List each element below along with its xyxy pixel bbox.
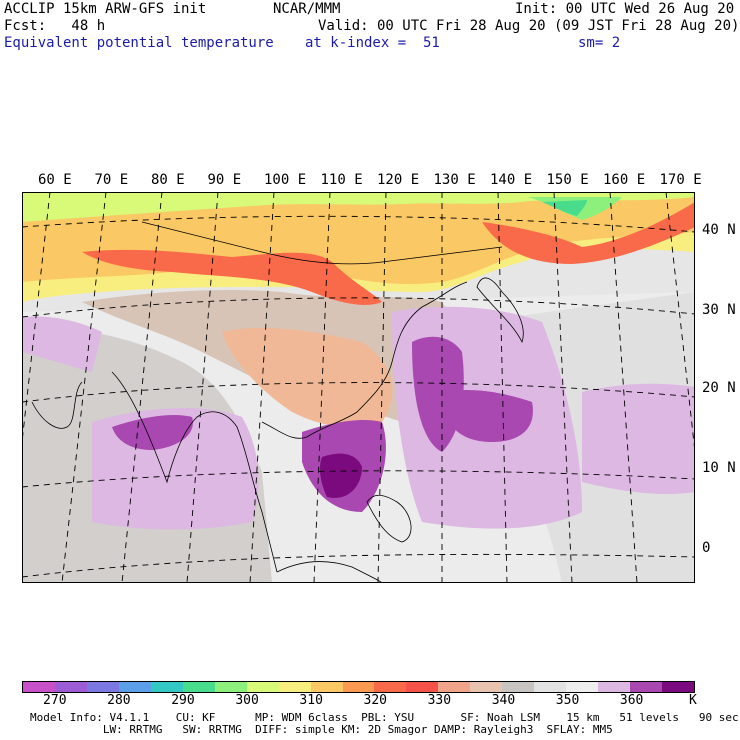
colorbar-swatch [662,682,695,692]
longitude-label: 130 E [433,172,476,188]
central-china-field [222,327,393,428]
colorbar-label: 340 [491,693,516,708]
longitude-label: 60 E [38,172,72,188]
colorbar-swatch [150,682,183,692]
colorbar-swatch [438,682,471,692]
colorbar-swatch [86,682,119,692]
india-coast [111,371,278,573]
colorbar-label: 310 [299,693,323,708]
latitude-label: 30 N [702,302,736,318]
colorbar-swatch [214,682,247,692]
longitude-label: 80 E [151,172,185,188]
header-org: NCAR/MMM [273,1,341,17]
china-coast [261,281,468,439]
colorbar-swatch [246,682,279,692]
lon-line-60e [22,192,51,443]
colorbar-swatch [23,682,55,692]
longitude-label: 120 E [377,172,420,188]
dark-purple-core [319,453,362,498]
longitude-label: 140 E [490,172,533,188]
header-init-time: Init: 00 UTC Wed 26 Aug 20 [515,1,735,17]
map-frame [22,192,695,583]
colorbar [22,681,695,693]
equivalent-potential-temperature-map [22,192,695,583]
longitude-label: 110 E [320,172,363,188]
colorbar-label: 290 [171,693,195,708]
coastlines [31,221,524,583]
latitude-label: 0 [702,540,711,556]
colorbar-swatch [502,682,535,692]
lat-line-40n [22,215,695,233]
colorbar-label: 270 [43,693,67,708]
red-band-mongolia [82,249,382,305]
colorbar-swatch [630,682,663,692]
model-info-line1: Model Info: V4.1.1 CU: KF MP: WDM 6class… [30,711,739,724]
colorbar-swatch [470,682,503,692]
teal-patch-north [542,200,587,216]
colorbar-label: K [689,693,697,708]
purple-field-bay-of-bengal [112,415,193,450]
colorbar-swatch [534,682,567,692]
model-info-line2: LW: RRTMG SW: RRTMG DIFF: simple KM: 2D … [30,723,613,736]
longitude-label: 100 E [264,172,307,188]
colorbar-swatch [310,682,343,692]
longitude-label: 90 E [207,172,242,188]
longitude-label: 160 E [603,172,646,188]
colorbar-swatch [278,682,311,692]
longitude-label: 150 E [546,172,589,188]
colorbar-label: 350 [555,693,580,708]
header-smoothing: sm= 2 [578,35,621,51]
colorbar-swatch [598,682,631,692]
longitude-label: 170 E [659,172,702,188]
header-forecast-hour: Fcst: 48 h [4,18,106,34]
lat-line-10n [22,470,695,488]
colorbar-swatch [182,682,215,692]
longitude-label: 70 E [94,172,129,188]
colorbar-label: 300 [235,693,259,708]
colorbar-label: 360 [619,693,644,708]
colorbar-swatch [342,682,375,692]
colorbar-label: 330 [427,693,452,708]
header-level: at k-index = 51 [305,35,440,51]
lilac-field-arabia [22,316,102,372]
purple-field-east [442,390,533,442]
latitude-label: 40 N [702,222,736,238]
latitude-label: 20 N [702,380,736,396]
colorbar-swatch [118,682,151,692]
colorbar-swatch [54,682,87,692]
colorbar-swatch [566,682,599,692]
latitude-label: 10 N [702,460,736,476]
colorbar-label: 280 [107,693,131,708]
indonesia-coast [276,561,383,583]
mongolia-border [141,221,503,265]
green-band [22,192,695,222]
colorbar-swatch [374,682,407,692]
japan-outline [476,277,524,344]
graticule [22,192,695,583]
arabia-coast [31,381,83,429]
philippines-outline [366,494,412,543]
header-valid-time: Valid: 00 UTC Fri 28 Aug 20 (09 JST Fri … [318,18,740,34]
lilac-field-east [582,383,695,494]
colorbar-swatch [406,682,439,692]
colorbar-label: 320 [363,693,387,708]
red-band-japan-north [482,202,695,264]
header-field-name: Equivalent potential temperature [4,35,274,51]
header-run-name: ACCLIP 15km ARW-GFS init [4,1,207,17]
